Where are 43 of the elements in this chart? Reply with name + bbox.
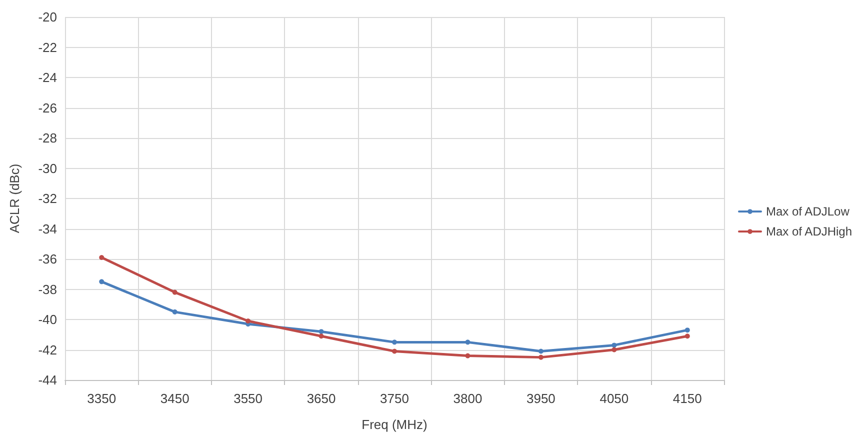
point [392, 348, 397, 354]
y-tick-label: -22 [38, 40, 57, 55]
point [612, 347, 617, 352]
point [318, 334, 324, 339]
y-tick-label: -38 [38, 282, 57, 297]
y-tick-label: -40 [38, 312, 57, 327]
point [99, 254, 104, 260]
point [99, 279, 104, 284]
y-tick-label: -44 [38, 372, 57, 388]
x-tick-label: 3350 [87, 391, 116, 406]
point [612, 342, 617, 348]
x-tick-label: 3450 [160, 391, 190, 406]
x-tick-label: 4150 [672, 391, 702, 406]
point [318, 329, 324, 334]
x-axis-title: Freq (MHz) [362, 417, 428, 432]
point [172, 309, 178, 314]
x-tick-label: 3550 [234, 391, 263, 406]
point [684, 334, 690, 339]
x-tick-label: 3800 [453, 391, 482, 406]
y-tick-label: -42 [38, 342, 57, 358]
point [172, 290, 178, 295]
y-tick-label: -30 [38, 160, 57, 176]
y-tick-label: -36 [38, 252, 57, 266]
x-tick-label: 4050 [600, 391, 629, 406]
point [465, 340, 470, 345]
point [465, 353, 470, 358]
point [246, 318, 251, 324]
y-tick-label: -34 [38, 221, 57, 236]
y-tick-label: -28 [38, 130, 57, 146]
x-tick-label: 3650 [306, 391, 336, 406]
y-tick-label: -24 [38, 70, 57, 85]
y-axis-title: ACLR (dBc) [7, 164, 22, 234]
point [684, 328, 690, 333]
legend-label: Max of ADJHigh [766, 224, 852, 238]
point [392, 340, 397, 345]
y-tick-label: -20 [38, 10, 57, 24]
point [538, 348, 544, 354]
point [538, 354, 544, 360]
x-tick-label: 3750 [380, 391, 409, 406]
x-tick-label: 3950 [526, 391, 556, 406]
y-tick-label: -26 [38, 100, 57, 116]
y-tick-label: -32 [38, 191, 57, 206]
legend-label: Max of ADJLow [766, 204, 850, 218]
